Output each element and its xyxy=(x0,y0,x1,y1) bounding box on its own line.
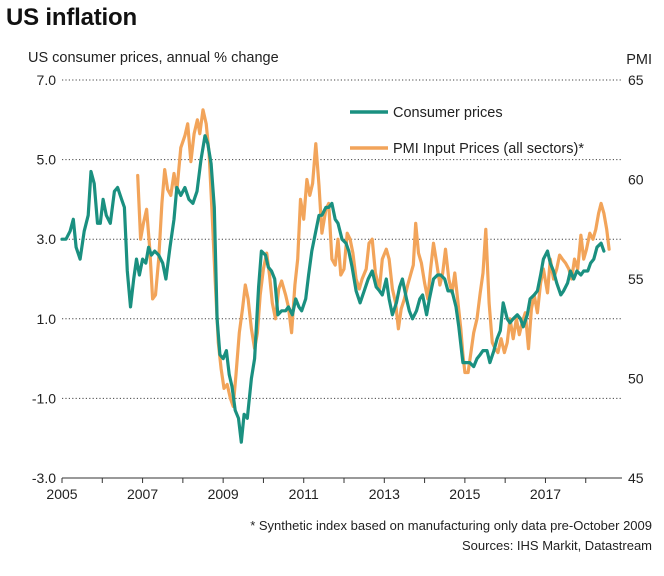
right-y-tick-label: 45 xyxy=(628,470,644,486)
x-tick-label: 2009 xyxy=(208,486,239,502)
left-y-tick-label: 3.0 xyxy=(37,231,57,247)
x-tick-label: 2017 xyxy=(530,486,561,502)
x-tick-label: 2011 xyxy=(289,486,319,502)
legend: Consumer prices PMI Input Prices (all sec… xyxy=(350,105,584,157)
right-axis-unit-label: PMI xyxy=(626,52,652,68)
chart-footnote: * Synthetic index based on manufacturing… xyxy=(250,518,652,533)
x-tick-label: 2013 xyxy=(369,486,400,502)
right-y-tick-label: 55 xyxy=(628,271,644,287)
left-y-tick-label: 7.0 xyxy=(37,72,57,88)
gridlines xyxy=(62,79,622,479)
x-tick-label: 2007 xyxy=(127,486,158,502)
chart-title: US inflation xyxy=(6,4,137,31)
left-y-tick-label: 1.0 xyxy=(37,311,57,327)
right-y-tick-label: 60 xyxy=(628,172,644,188)
legend-pmi-input-prices-label: PMI Input Prices (all sectors)* xyxy=(393,141,584,157)
legend-consumer-prices-label: Consumer prices xyxy=(393,105,503,121)
x-tick-label: 2015 xyxy=(449,486,480,502)
chart-sources: Sources: IHS Markit, Datastream xyxy=(462,538,652,553)
right-y-tick-label: 50 xyxy=(628,371,644,387)
x-tick-label: 2005 xyxy=(46,486,77,502)
right-y-tick-label: 65 xyxy=(628,72,644,88)
series-line-consumer-prices xyxy=(60,134,606,444)
left-y-tick-label: -1.0 xyxy=(32,390,56,406)
left-y-tick-label: 5.0 xyxy=(37,152,57,168)
left-axis-unit-label: US consumer prices, annual % change xyxy=(28,50,279,66)
axes: 7.0 5.0 3.0 1.0 -1.0 -3.0 65 60 55 50 45 2005 2007 20… xyxy=(32,72,644,502)
series-lines xyxy=(60,108,611,444)
left-y-tick-label: -3.0 xyxy=(32,470,56,486)
